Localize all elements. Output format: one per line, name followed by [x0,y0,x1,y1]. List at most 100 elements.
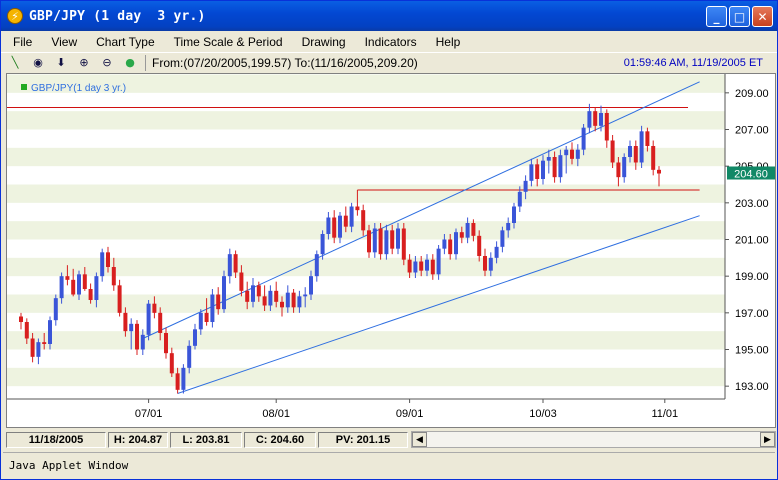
candle-body [42,342,47,344]
candle-body [349,206,354,227]
candle-body [488,257,493,271]
minimize-button[interactable]: _ [706,6,727,27]
candle-body [616,162,621,178]
candle-body [239,272,244,291]
zoom-in-icon[interactable]: ⊕ [79,56,89,69]
candle-body [517,191,522,207]
candle-body [541,160,545,179]
candle-body [384,230,389,255]
candle-body [303,294,308,297]
menu-indicators[interactable]: Indicators [364,35,417,49]
x-tick-label: 10/03 [529,408,557,420]
toolbar: ╲ ◉ ⬇ ⊕ ⊖ ● From:(07/20/2005,199.57) To:… [1,52,777,72]
candle-body [256,285,261,297]
range-readout: From:(07/20/2005,199.57) To:(11/16/2005,… [152,55,418,70]
candle-body [94,276,99,300]
candle-body [401,228,406,260]
candle-body [106,252,110,267]
candle-body [285,292,290,308]
title-bar[interactable]: ⚡ GBP/JPY (1 day 3 yr.) _ □ ✕ [1,1,777,31]
candle-body [314,254,319,277]
legend-label: GBP/JPY(1 day 3 yr.) [31,83,126,94]
candle-body [88,289,93,300]
candle-body [320,234,325,255]
candle-body [326,217,331,234]
price-chart[interactable]: 209.00207.00205.00203.00201.00199.00197.… [7,74,775,427]
grid-band [7,184,725,203]
status-date: 11/18/2005 [6,432,106,448]
menu-help[interactable]: Help [435,35,461,49]
candle-body [587,111,592,128]
candle-body [512,206,516,223]
candle-body [36,342,41,357]
grid-band [7,257,725,277]
target-icon[interactable]: ◉ [33,56,43,69]
scroll-left-icon[interactable]: ◀ [412,432,427,447]
candle-body [459,232,464,238]
candle-body [158,312,163,333]
candle-body [175,373,180,390]
candle-body [407,259,412,273]
candle-body [332,217,337,238]
horizontal-scrollbar[interactable]: ◀ ▶ [411,431,776,448]
y-tick-label: 207.00 [735,125,769,137]
candle-body [140,334,145,350]
candle-body [599,113,603,126]
status-close: C: 204.60 [244,432,316,448]
candle-body [477,235,482,256]
maximize-button[interactable]: □ [729,6,750,27]
status-bar: 11/18/2005 H: 204.87 L: 203.81 C: 204.60… [6,431,776,449]
dot-icon[interactable]: ● [125,56,135,69]
close-button[interactable]: ✕ [752,6,773,27]
candle-body [448,239,453,255]
candle-body [355,206,360,211]
candle-body [413,261,418,273]
candle-body [71,279,76,295]
y-tick-label: 197.00 [735,308,769,320]
menu-time-scale[interactable]: Time Scale & Period [173,35,283,49]
scroll-right-icon[interactable]: ▶ [760,432,775,447]
zoom-out-icon[interactable]: ⊖ [102,56,112,69]
applet-footer: Java Applet Window [3,452,775,478]
clock-readout: 01:59:46 AM, 11/19/2005 ET [623,56,763,69]
status-high: H: 204.87 [108,432,168,448]
candle-body [135,323,139,350]
candle-body [581,127,586,150]
channel-line [177,215,700,394]
menu-chart-type[interactable]: Chart Type [96,35,155,49]
grid-band [7,294,725,313]
chart-panel[interactable]: 209.00207.00205.00203.00201.00199.00197.… [6,73,776,428]
candle-body [152,303,157,313]
menu-file[interactable]: File [13,35,33,49]
status-low: L: 203.81 [170,432,242,448]
candle-body [268,290,273,306]
line-tool-icon[interactable]: ╲ [11,56,19,69]
candle-body [523,180,528,192]
grid-band [7,331,725,350]
menu-drawing[interactable]: Drawing [301,35,346,49]
candle-body [454,232,458,255]
candle-body [564,149,569,156]
candle-body [604,113,609,141]
candle-body [82,274,87,289]
candle-body [610,140,615,163]
candle-body [657,169,661,174]
candle-body [419,261,424,271]
candle-body [529,164,534,181]
candle-body [575,149,580,159]
candle-body [233,254,238,273]
candle-body [222,276,226,310]
candle-body [367,230,371,253]
candle-body [390,230,395,249]
candle-body [396,228,400,249]
candle-body [483,256,487,271]
candle-body [465,223,470,238]
down-arrow-icon[interactable]: ⬇ [56,56,66,69]
menu-view[interactable]: View [51,35,78,49]
candle-body [59,276,64,299]
candle-body [280,301,284,308]
legend-swatch [21,84,27,90]
candle-body [651,146,656,170]
candle-body [227,254,232,277]
